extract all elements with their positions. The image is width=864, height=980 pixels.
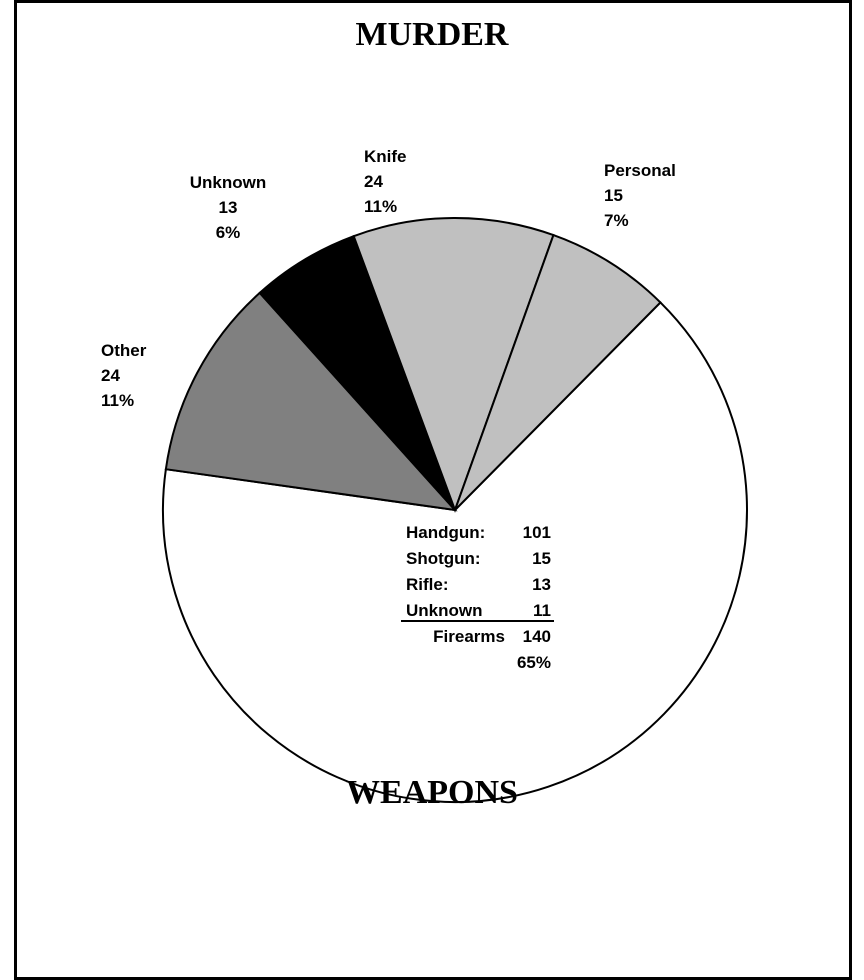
breakdown-total-percent: 65%	[517, 653, 551, 672]
slice-percent-knife: 11%	[364, 197, 397, 216]
slice-value-personal: 15	[604, 186, 623, 205]
breakdown-value-handgun: 101	[523, 523, 551, 542]
pie-slice-firearms	[162, 301, 748, 803]
breakdown-total-label: Firearms	[433, 627, 505, 646]
breakdown-value-rifle: 13	[532, 575, 551, 594]
breakdown-total-value: 140	[523, 627, 551, 646]
slice-label-unknown: Unknown	[190, 173, 267, 192]
slice-percent-personal: 7%	[604, 211, 629, 230]
breakdown-value-shotgun: 15	[532, 549, 551, 568]
breakdown-label-unknown: Unknown	[406, 601, 483, 620]
slice-percent-unknown: 6%	[216, 223, 241, 242]
pie-slice-personal	[454, 233, 662, 511]
slice-label-personal: Personal	[604, 161, 676, 180]
pie-slice-other	[164, 291, 458, 512]
slice-value-unknown: 13	[219, 198, 238, 217]
slice-value-other: 24	[101, 366, 120, 385]
pie-labels: Other 24 11% Unknown 13 6% Knife 24 11% Personal 1…	[101, 147, 676, 410]
slice-value-knife: 24	[364, 172, 383, 191]
breakdown-label-shotgun: Shotgun:	[406, 549, 481, 568]
breakdown-label-rifle: Rifle:	[406, 575, 449, 594]
chart-subtitle: WEAPONS	[346, 774, 518, 811]
breakdown-value-unknown: 11	[533, 601, 551, 620]
breakdown-label-handgun: Handgun:	[406, 523, 485, 542]
slice-label-other: Other	[101, 341, 147, 360]
firearms-breakdown: Handgun: 101 Shotgun: 15 Rifle: 13 Unknown 11 Fi…	[401, 523, 554, 672]
pie-slice-knife	[352, 217, 555, 513]
pie-slices	[162, 217, 748, 803]
slice-percent-other: 11%	[101, 391, 134, 410]
slice-label-knife: Knife	[364, 147, 407, 166]
chart-title: MURDER	[355, 16, 509, 53]
